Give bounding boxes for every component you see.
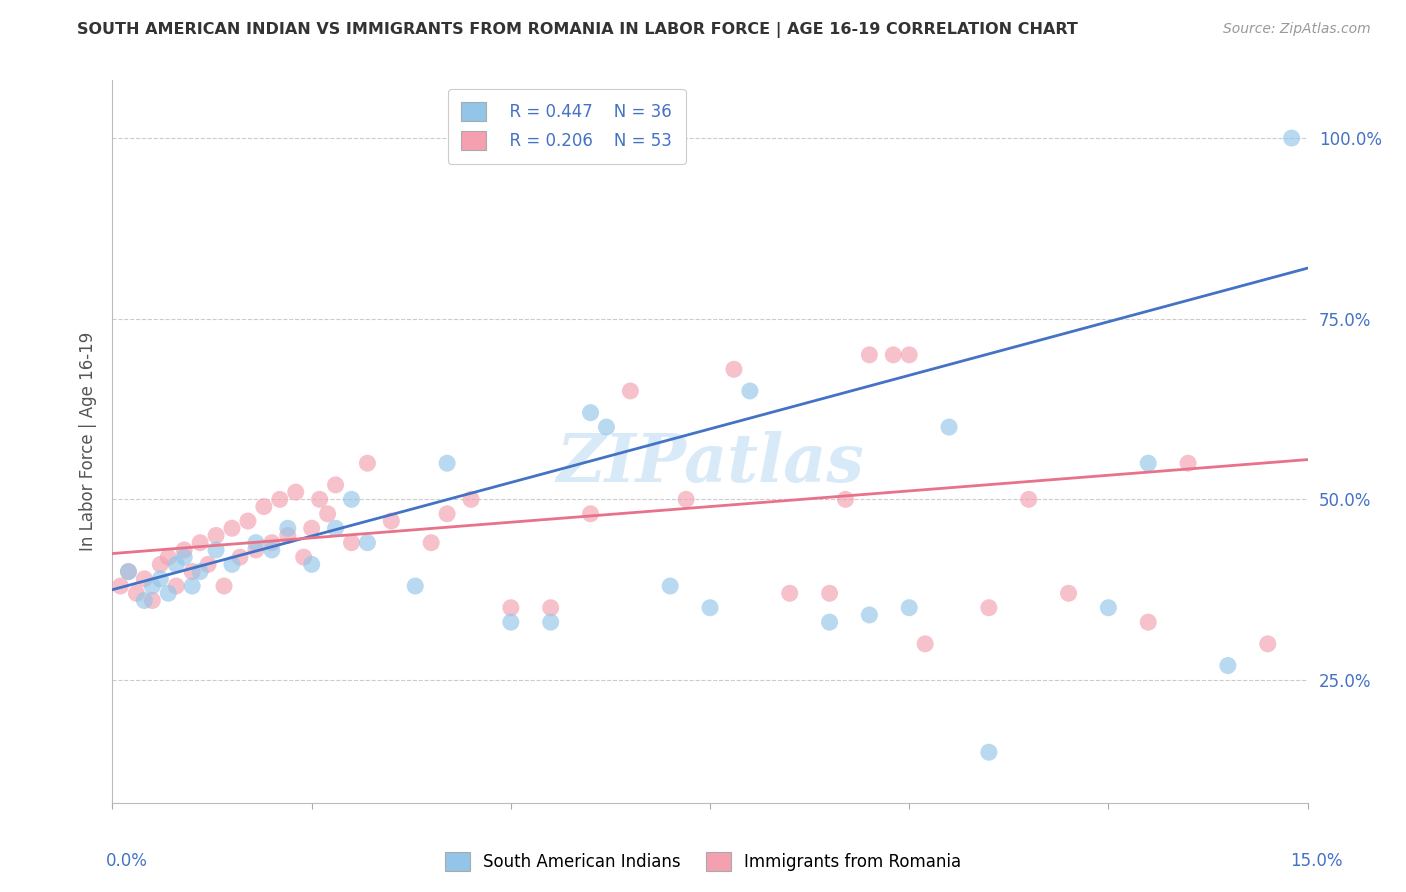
Point [165, 579, 187, 593]
Point [117, 565, 139, 579]
Point [269, 492, 291, 507]
Text: Source: ZipAtlas.com: Source: ZipAtlas.com [1223, 22, 1371, 37]
Point [977, 745, 1000, 759]
Point [882, 348, 904, 362]
Point [188, 535, 211, 549]
Point [173, 550, 195, 565]
Point [723, 362, 745, 376]
Point [316, 507, 339, 521]
Point [325, 478, 347, 492]
Point [245, 535, 267, 549]
Point [420, 535, 443, 549]
Point [380, 514, 402, 528]
Point [284, 485, 307, 500]
Point [110, 579, 132, 593]
Point [356, 456, 378, 470]
Point [173, 542, 195, 557]
Point [236, 514, 259, 528]
Point [221, 558, 243, 572]
Point [340, 492, 363, 507]
Point [579, 507, 602, 521]
Point [325, 521, 347, 535]
Point [165, 558, 187, 572]
Point [229, 550, 252, 565]
Point [253, 500, 276, 514]
Point [245, 542, 267, 557]
Point [1057, 586, 1080, 600]
Point [292, 550, 315, 565]
Point [141, 579, 163, 593]
Point [499, 600, 522, 615]
Point [436, 456, 458, 470]
Point [659, 579, 682, 593]
Text: SOUTH AMERICAN INDIAN VS IMMIGRANTS FROM ROMANIA IN LABOR FORCE | AGE 16-19 CORR: SOUTH AMERICAN INDIAN VS IMMIGRANTS FROM… [77, 22, 1078, 38]
Point [188, 565, 211, 579]
Point [117, 565, 139, 579]
Point [499, 615, 522, 630]
Point [134, 593, 156, 607]
Point [301, 558, 323, 572]
Point [141, 593, 163, 607]
Point [579, 406, 602, 420]
Point [540, 615, 562, 630]
Point [834, 492, 856, 507]
Point [779, 586, 801, 600]
Point [277, 521, 299, 535]
Point [818, 586, 841, 600]
Point [301, 521, 323, 535]
Point [149, 572, 172, 586]
Point [738, 384, 761, 398]
Point [1137, 615, 1160, 630]
Point [205, 528, 228, 542]
Text: 15.0%: 15.0% [1291, 852, 1343, 870]
Y-axis label: In Labor Force | Age 16-19: In Labor Force | Age 16-19 [79, 332, 97, 551]
Point [181, 579, 204, 593]
Point [134, 572, 156, 586]
Point [1097, 600, 1119, 615]
Point [699, 600, 721, 615]
Point [205, 542, 228, 557]
Text: 0.0%: 0.0% [105, 852, 148, 870]
Point [977, 600, 1000, 615]
Point [858, 607, 880, 622]
Point [181, 565, 204, 579]
Point [1177, 456, 1199, 470]
Point [675, 492, 697, 507]
Point [356, 535, 378, 549]
Text: ZIPatlas: ZIPatlas [557, 431, 863, 496]
Point [1216, 658, 1239, 673]
Point [436, 507, 458, 521]
Point [898, 348, 921, 362]
Point [404, 579, 426, 593]
Point [858, 348, 880, 362]
Point [277, 528, 299, 542]
Point [157, 550, 180, 565]
Point [260, 535, 283, 549]
Point [938, 420, 960, 434]
Point [221, 521, 243, 535]
Point [260, 542, 283, 557]
Point [212, 579, 235, 593]
Point [157, 586, 180, 600]
Point [540, 600, 562, 615]
Point [818, 615, 841, 630]
Point [149, 558, 172, 572]
Point [1281, 131, 1303, 145]
Legend: South American Indians, Immigrants from Romania: South American Indians, Immigrants from … [436, 843, 970, 880]
Point [460, 492, 482, 507]
Point [1257, 637, 1279, 651]
Point [898, 600, 921, 615]
Point [125, 586, 148, 600]
Point [914, 637, 936, 651]
Legend:   R = 0.447    N = 36,   R = 0.206    N = 53: R = 0.447 N = 36, R = 0.206 N = 53 [447, 88, 686, 164]
Point [340, 535, 363, 549]
Point [1018, 492, 1040, 507]
Point [1137, 456, 1160, 470]
Point [197, 558, 219, 572]
Point [308, 492, 330, 507]
Point [619, 384, 641, 398]
Point [595, 420, 617, 434]
